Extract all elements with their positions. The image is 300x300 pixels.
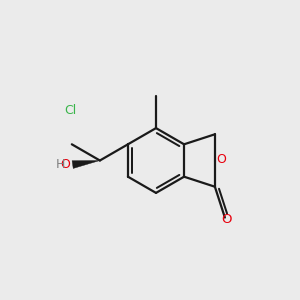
Polygon shape [72, 160, 100, 168]
Text: O: O [217, 153, 226, 167]
Text: H: H [56, 158, 65, 171]
Text: Cl: Cl [64, 104, 76, 117]
Text: O: O [221, 212, 232, 226]
Text: O: O [60, 158, 70, 171]
